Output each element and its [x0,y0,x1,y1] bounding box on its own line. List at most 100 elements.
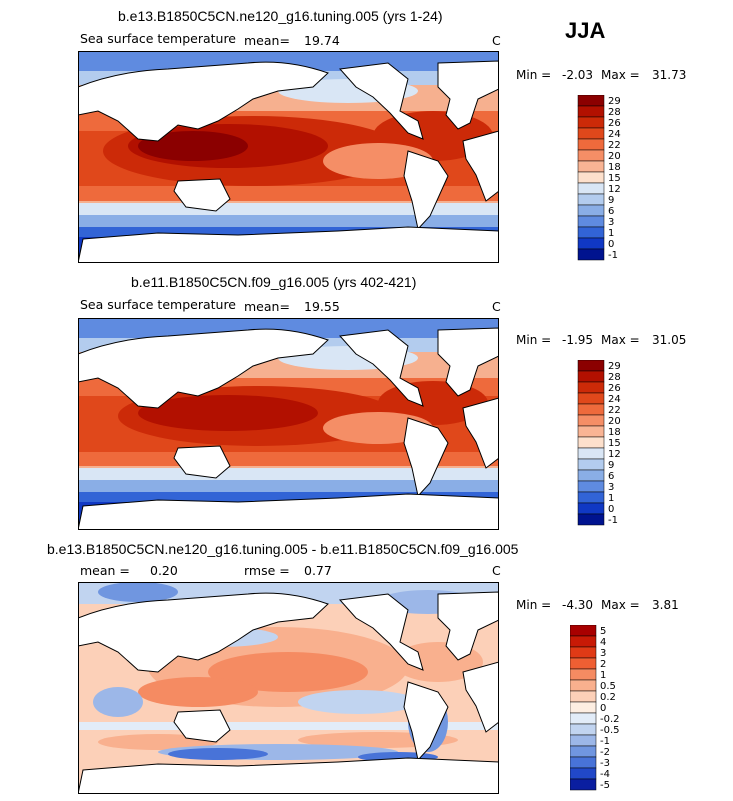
colorbar-swatch [570,712,597,725]
colorbar-tick-label: 29 [608,361,621,372]
colorbar-swatch [570,767,597,780]
colorbar-swatch [577,248,605,261]
colorbar-swatch [577,193,605,206]
colorbar-swatch [577,480,605,493]
colorbar-swatch [570,723,597,736]
panel-3-rmse-label: rmse = [244,563,290,578]
colorbar-tick-label: 3 [608,217,614,228]
colorbar-tick-label: 26 [608,383,621,394]
season-label: JJA [565,18,606,43]
panel-3-rmse: 0.77 [304,563,332,578]
panel-3-map [78,582,499,794]
panel-1-mean-label: mean= [244,33,290,48]
colorbar-tick-label: 3 [600,648,606,659]
colorbar-swatch [570,778,597,791]
panel-3-mean: 0.20 [150,563,178,578]
colorbar-swatch [577,215,605,228]
colorbar-swatch [577,160,605,173]
panel-2-variable: Sea surface temperature [80,297,236,312]
panel-1-title: b.e13.B1850C5CN.ne120_g16.tuning.005 (yr… [118,8,443,24]
colorbar-swatch [570,701,597,714]
panel-1-min-label: Min = [516,68,552,82]
colorbar-swatch [577,469,605,482]
colorbar-swatch [577,204,605,217]
colorbar-swatch [570,756,597,769]
colorbar-swatch [570,625,597,637]
panel-1-mean: 19.74 [304,33,340,48]
panel-1-variable: Sea surface temperature [80,31,236,46]
colorbar-swatch [577,138,605,151]
colorbar-swatch [570,668,597,681]
colorbar-swatch [577,381,605,394]
colorbar-tick-label: 15 [608,173,621,184]
panel-3-units: C [492,563,501,578]
panel-2-title: b.e11.B1850C5CN.f09_g16.005 (yrs 402-421… [131,274,417,290]
panel-2-mean: 19.55 [304,299,340,314]
colorbar-tick-label: 28 [608,107,621,118]
colorbar-tick-label: 24 [608,394,621,405]
colorbar-swatch [577,226,605,239]
colorbar-swatch [577,105,605,118]
colorbar-tick-label: -3 [600,758,610,769]
colorbar-tick-label: 28 [608,372,621,383]
colorbar-swatch [577,447,605,460]
colorbar-swatch [570,657,597,670]
colorbar-tick-label: -1 [600,736,610,747]
colorbar-tick-label: 22 [608,140,621,151]
colorbar-tick-label: -0.5 [600,725,620,736]
colorbar-tick-label: 1 [600,670,606,681]
panel-2-units: C [492,299,501,314]
panel-1-max-label: Max = [601,68,640,82]
colorbar-swatch [577,370,605,383]
colorbar-tick-label: 29 [608,96,621,107]
panel-2-min: -1.95 [562,333,594,347]
colorbar-tick-label: 18 [608,427,621,438]
colorbar-swatch [577,513,605,526]
colorbar-swatch [570,646,597,659]
colorbar-tick-label: -1 [608,250,618,261]
colorbar-swatch [577,149,605,162]
colorbar-tick-label: 22 [608,405,621,416]
colorbar-tick-label: 6 [608,471,614,482]
colorbar-swatch [577,127,605,140]
colorbar-tick-label: 0.2 [600,692,616,703]
colorbar-tick-label: 12 [608,184,621,195]
colorbar-tick-label: 12 [608,449,621,460]
colorbar-tick-label: 0 [608,239,614,250]
colorbar-tick-label: -5 [600,780,610,791]
colorbar-swatch [577,237,605,250]
colorbar-tick-label: 1 [608,493,614,504]
panel-1-map [78,51,499,263]
colorbar-swatch [577,171,605,184]
panel-3-mean-label: mean = [80,563,130,578]
colorbar-tick-label: -4 [600,769,610,780]
colorbar-tick-label: 20 [608,416,621,427]
colorbar-tick-label: 18 [608,162,621,173]
colorbar-tick-label: -1 [608,515,618,526]
panel-1-min: -2.03 [562,68,594,82]
colorbar-swatch [577,425,605,438]
panel-3-min-label: Min = [516,598,552,612]
colorbar-swatch [570,690,597,703]
colorbar-tick-label: 15 [608,438,621,449]
colorbar-tick-label: 2 [600,659,606,670]
colorbar-swatch [570,734,597,747]
colorbar-tick-label: 1 [608,228,614,239]
colorbar-tick-label: -2 [600,747,610,758]
panel-2-mean-label: mean= [244,299,290,314]
colorbar-tick-label: 4 [600,637,606,648]
colorbar-swatch [577,392,605,405]
panel-2-min-label: Min = [516,333,552,347]
panel-3-min: -4.30 [562,598,594,612]
colorbar-swatch [577,414,605,427]
colorbar-tick-label: 20 [608,151,621,162]
panel-2-max-label: Max = [601,333,640,347]
colorbar-tick-label: 0 [608,504,614,515]
panel-1-max: 31.73 [652,68,687,82]
colorbar-tick-label: 5 [600,626,606,637]
colorbar-tick-label: 9 [608,460,614,471]
colorbar-tick-label: 3 [608,482,614,493]
